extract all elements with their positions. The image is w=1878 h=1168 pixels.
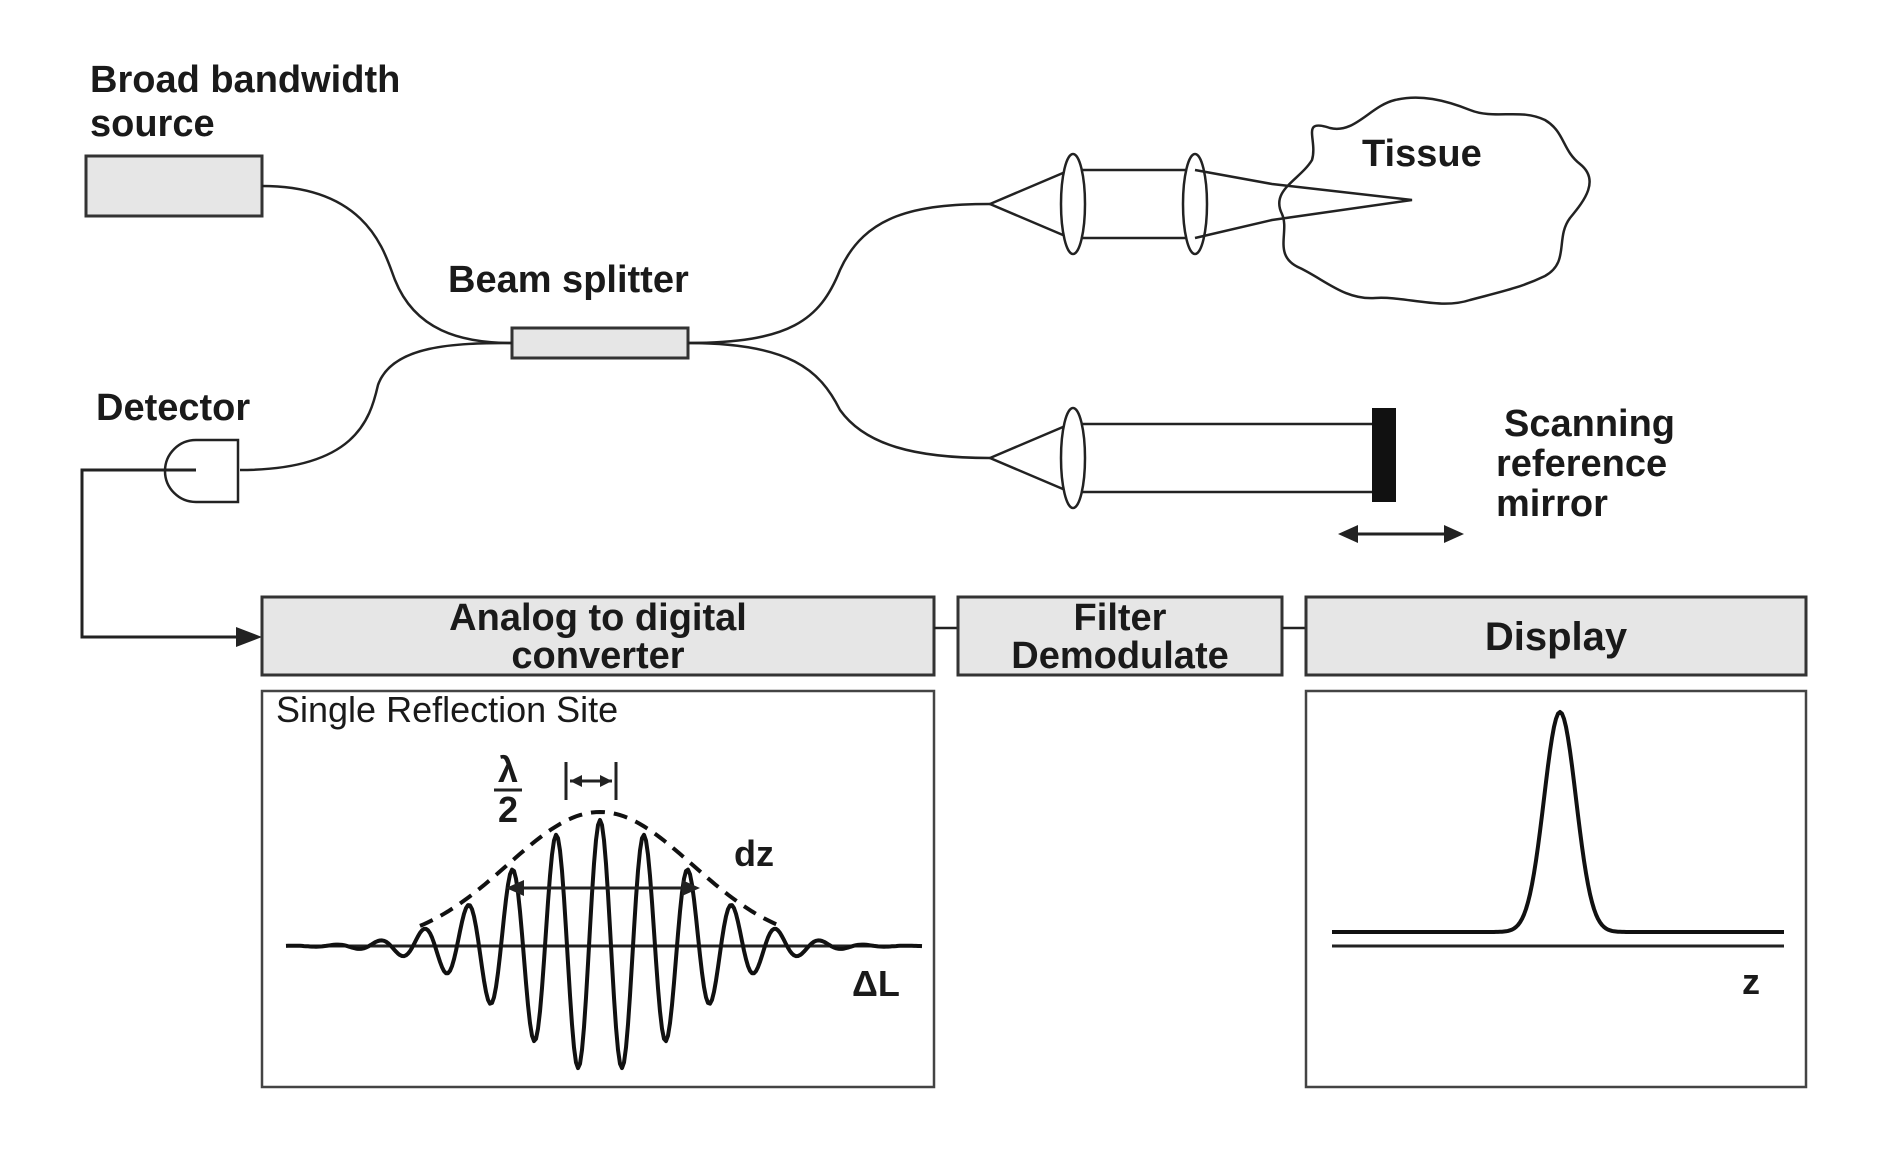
reference-mirror bbox=[1372, 408, 1396, 502]
adc-label-line1: Analog to digital bbox=[449, 597, 747, 639]
mirror-label-line1: Scanning bbox=[1504, 403, 1675, 445]
filter-label-line1: Filter bbox=[1074, 597, 1167, 639]
beam-splitter-box bbox=[510, 326, 690, 360]
coherence-length-label: dz bbox=[734, 833, 774, 874]
sample-arm-fiber bbox=[687, 202, 991, 345]
tissue-label: Tissue bbox=[1362, 133, 1482, 175]
depth-profile-panel bbox=[1304, 689, 1808, 1089]
coherence-arrow-right-head bbox=[682, 880, 700, 896]
beam-splitter-label: Beam splitter bbox=[448, 259, 689, 301]
adc-label-line2: converter bbox=[511, 635, 684, 677]
filter-demodulate-box bbox=[956, 595, 1284, 677]
coherence-envelope-dashed bbox=[419, 809, 781, 928]
tissue-sample-shape bbox=[1278, 96, 1591, 305]
source-label-line2: source bbox=[90, 103, 215, 145]
detector-icon bbox=[163, 438, 240, 504]
sample-lens-2 bbox=[1181, 152, 1209, 256]
depth-axis-label: z bbox=[1742, 961, 1760, 1002]
path-difference-axis-label: ΔL bbox=[852, 963, 900, 1004]
mirror-scan-arrow-left-head bbox=[1338, 525, 1358, 543]
sample-focus-cone bbox=[1194, 168, 1413, 240]
interferogram-title: Single Reflection Site bbox=[276, 689, 618, 730]
detector-signal-arrow-head bbox=[236, 627, 262, 647]
lambda-symbol: λ bbox=[498, 749, 518, 790]
detector-signal-wire bbox=[80, 468, 238, 639]
light-source-box bbox=[84, 154, 264, 218]
detector-label: Detector bbox=[96, 387, 250, 429]
display-box bbox=[1304, 595, 1808, 677]
source-fiber bbox=[261, 184, 513, 345]
sample-collimator-cone bbox=[986, 168, 1072, 240]
detector-fiber bbox=[239, 341, 513, 472]
adc-box bbox=[260, 595, 936, 677]
reflectivity-peak-trace bbox=[1332, 710, 1784, 934]
source-label-line1: Broad bandwidth bbox=[90, 59, 400, 101]
mirror-label-line3: mirror bbox=[1496, 483, 1608, 525]
coherence-arrow-left-head bbox=[506, 880, 524, 896]
half-wavelength-arrow-right bbox=[600, 775, 612, 787]
half-wavelength-arrow-left bbox=[570, 775, 582, 787]
filter-label-line2: Demodulate bbox=[1011, 635, 1228, 677]
reference-lens bbox=[1059, 406, 1087, 510]
interference-fringe-trace bbox=[285, 818, 923, 1071]
reference-arm-fiber bbox=[687, 341, 991, 460]
mirror-label-line2: reference bbox=[1496, 443, 1667, 485]
sample-lens-1 bbox=[1059, 152, 1087, 256]
reference-collimator-cone bbox=[986, 422, 1072, 494]
lambda-denominator: 2 bbox=[498, 789, 518, 830]
display-label: Display bbox=[1485, 615, 1628, 659]
mirror-scan-arrow-right-head bbox=[1444, 525, 1464, 543]
